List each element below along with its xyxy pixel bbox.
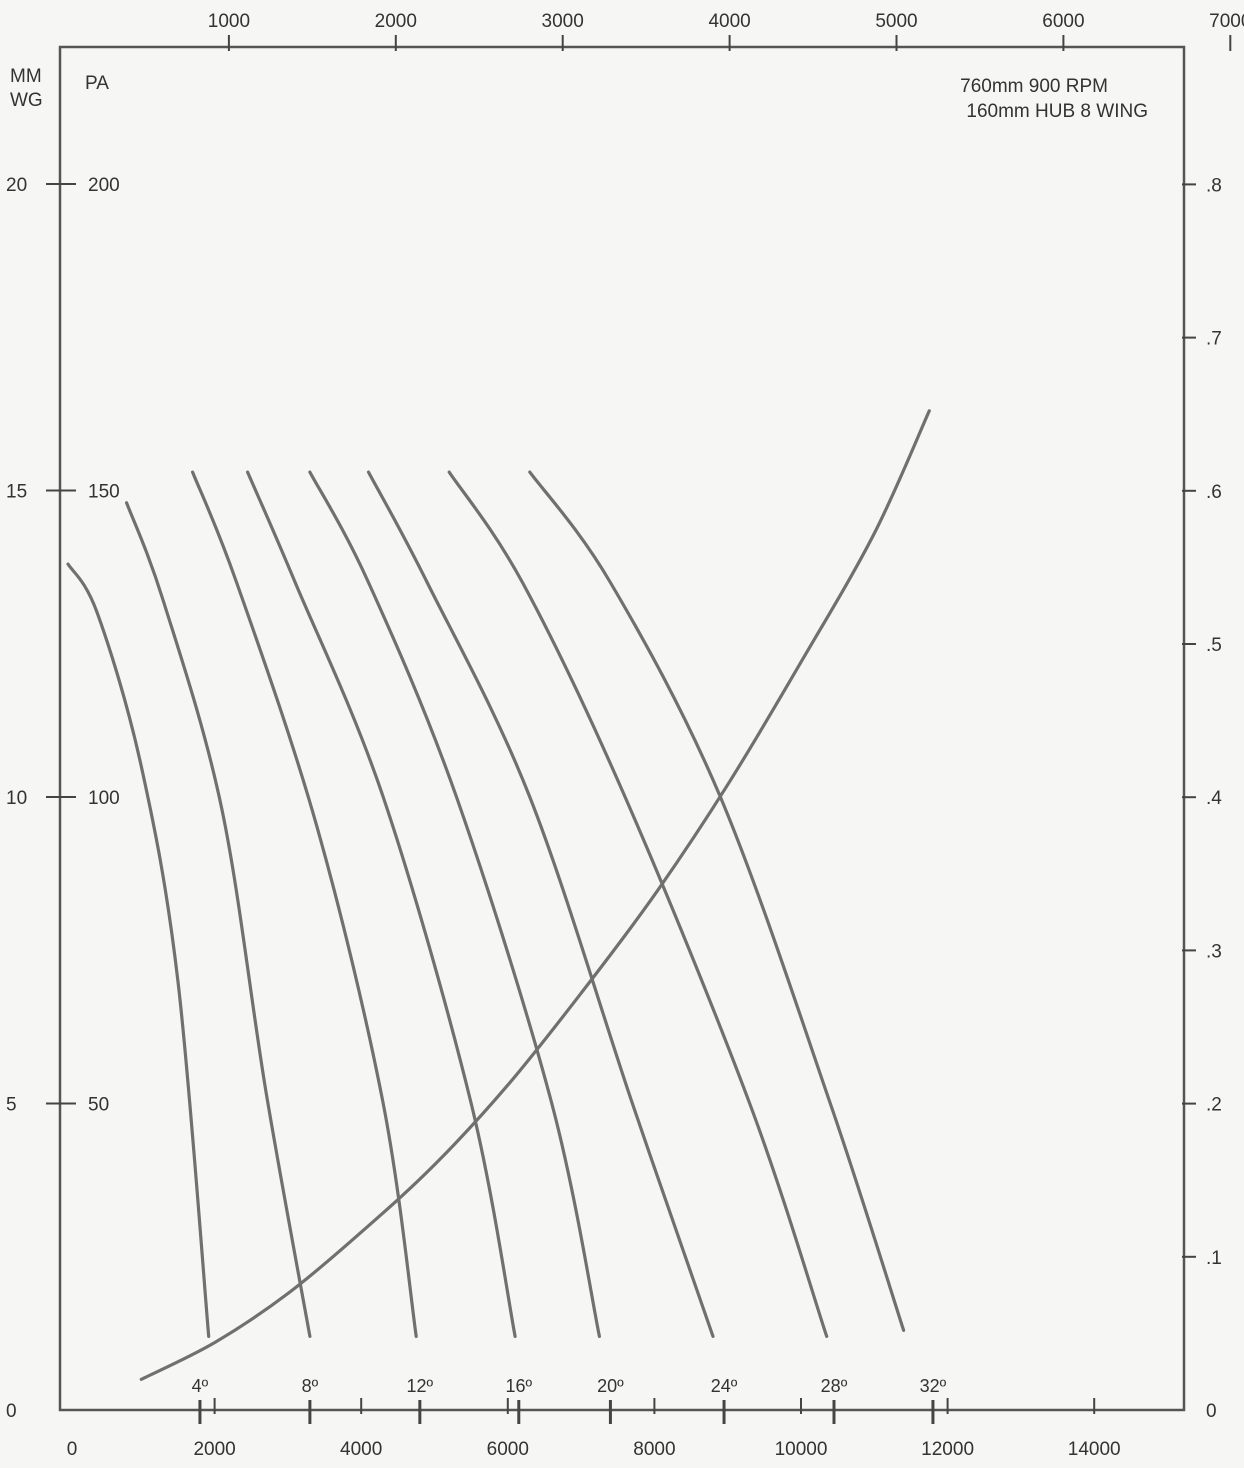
- left-pa-tick-label: 200: [88, 175, 120, 196]
- left-mm-tick-label: 20: [6, 175, 27, 196]
- performance-curve: [366, 470, 715, 1338]
- top-tick-label: 1000: [208, 11, 250, 32]
- right-tick-label: .8: [1206, 175, 1222, 196]
- chart-marks: 05101520501001502000.1.2.3.4.5.6.7.81000…: [6, 11, 1244, 1460]
- left-mm-tick-label: 10: [6, 788, 27, 809]
- bottom-tick-label: 2000: [193, 1439, 235, 1460]
- blade-angle-label: 20º: [597, 1376, 624, 1396]
- bottom-tick-label: 12000: [921, 1439, 974, 1460]
- right-tick-label: 0: [1206, 1401, 1217, 1422]
- right-tick-label: .1: [1206, 1248, 1222, 1269]
- top-tick-label: 4000: [708, 11, 750, 32]
- performance-curve: [246, 470, 517, 1338]
- performance-curve: [125, 501, 312, 1338]
- right-tick-label: .6: [1206, 482, 1222, 503]
- top-tick-label: 2000: [375, 11, 417, 32]
- blade-angle-label: 16º: [505, 1376, 532, 1396]
- top-tick-label: 6000: [1042, 11, 1084, 32]
- bottom-tick-label: 10000: [775, 1439, 828, 1460]
- top-tick-label: 5000: [875, 11, 917, 32]
- left-mm-tick-label: 5: [6, 1095, 17, 1116]
- bottom-tick-label: 14000: [1068, 1439, 1121, 1460]
- left-pa-tick-label: 50: [88, 1095, 109, 1116]
- left-unit-mm: MM: [10, 66, 42, 87]
- blade-angle-label: 8º: [302, 1376, 319, 1396]
- bottom-tick-label: 8000: [633, 1439, 675, 1460]
- left-mm-tick-label: 0: [6, 1401, 17, 1422]
- right-tick-label: .3: [1206, 941, 1222, 962]
- performance-curve: [191, 470, 418, 1338]
- blade-angle-label: 32º: [920, 1376, 947, 1396]
- bottom-tick-label: 0: [67, 1439, 78, 1460]
- bottom-tick-label: 4000: [340, 1439, 382, 1460]
- performance-curve: [308, 470, 601, 1338]
- system-curve: [139, 409, 931, 1381]
- left-mm-tick-label: 15: [6, 482, 27, 503]
- right-tick-label: .4: [1206, 788, 1222, 809]
- right-tick-label: .5: [1206, 635, 1222, 656]
- blade-angle-label: 4º: [192, 1376, 209, 1396]
- chart-title-line-1: 760mm 900 RPM: [960, 76, 1108, 97]
- left-pa-tick-label: 100: [88, 788, 120, 809]
- bottom-tick-label: 6000: [487, 1439, 529, 1460]
- left-pa-tick-label: 150: [88, 482, 120, 503]
- plot-frame: [58, 45, 1186, 1412]
- top-tick-label: 3000: [542, 11, 584, 32]
- blade-angle-label: 28º: [821, 1376, 848, 1396]
- performance-curve: [447, 470, 829, 1338]
- left-unit-pa: PA: [85, 73, 109, 94]
- performance-curve: [528, 470, 906, 1332]
- chart-title-line-2: 160mm HUB 8 WING: [966, 101, 1148, 122]
- right-tick-label: .7: [1206, 329, 1222, 350]
- blade-angle-label: 24º: [711, 1376, 738, 1396]
- blade-angle-label: 12º: [407, 1376, 434, 1396]
- left-unit-wg: WG: [10, 90, 43, 111]
- performance-curve: [66, 562, 211, 1338]
- right-tick-label: .2: [1206, 1095, 1222, 1116]
